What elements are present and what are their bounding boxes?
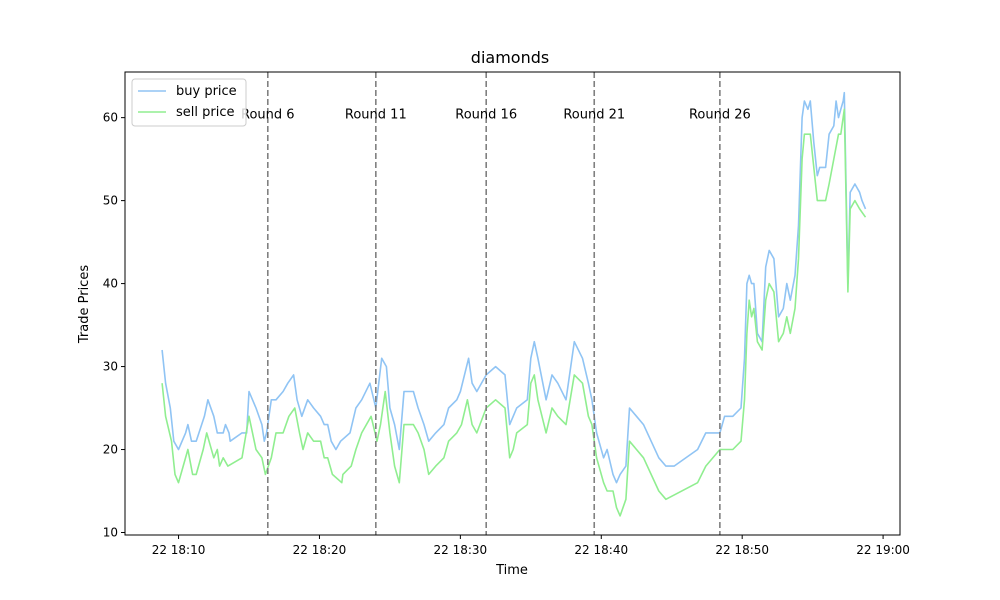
y-tick-label: 10 — [103, 526, 118, 540]
y-axis-label: Trade Prices — [77, 265, 92, 344]
x-axis-label: Time — [495, 563, 528, 578]
x-tick-label: 22 18:20 — [293, 543, 347, 557]
series-line-buy-price — [161, 91, 867, 484]
x-tick-label: 22 19:00 — [856, 543, 910, 557]
x-tick-label: 22 18:10 — [152, 543, 206, 557]
round-marker-label: Round 21 — [563, 108, 625, 123]
round-marker-label: Round 11 — [345, 108, 407, 123]
x-tick-label: 22 18:30 — [434, 543, 488, 557]
round-marker-label: Round 16 — [455, 108, 517, 123]
legend-label: buy price — [176, 84, 237, 99]
plot-frame — [124, 71, 901, 536]
y-tick-label: 40 — [103, 277, 118, 291]
chart-title: diamonds — [471, 48, 549, 67]
round-marker-label: Round 6 — [241, 108, 295, 123]
series-line-sell-price — [161, 108, 867, 517]
round-marker-label: Round 26 — [689, 108, 751, 123]
y-tick-label: 20 — [103, 443, 118, 457]
x-axis: 22 18:10 22 18:20 22 18:30 22 18:40 22 18:50… — [152, 535, 910, 557]
y-tick-label: 30 — [103, 360, 118, 374]
y-axis: 10 20 30 40 50 60 — [103, 111, 125, 540]
legend: buy price sell price — [131, 78, 247, 127]
y-tick-label: 50 — [103, 194, 118, 208]
x-tick-label: 22 18:40 — [574, 543, 628, 557]
y-tick-label: 60 — [103, 111, 118, 125]
legend-label: sell price — [176, 105, 234, 120]
x-tick-label: 22 18:50 — [715, 543, 769, 557]
plot-area: Round 6 Round 11 Round 16 Round 21 Round 26 — [161, 72, 867, 535]
